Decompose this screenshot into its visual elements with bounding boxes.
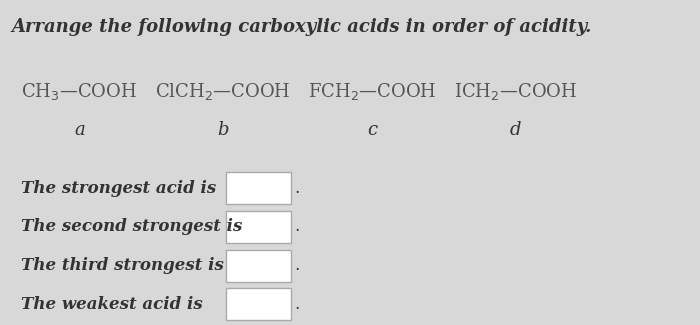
Text: .: . [295, 296, 300, 313]
Text: .: . [295, 180, 300, 197]
Text: ClCH$_2$—COOH: ClCH$_2$—COOH [155, 81, 290, 102]
Text: ICH$_2$—COOH: ICH$_2$—COOH [454, 81, 578, 102]
Text: The weakest acid is: The weakest acid is [21, 296, 203, 313]
FancyBboxPatch shape [226, 288, 291, 320]
Text: The third strongest is: The third strongest is [21, 257, 224, 274]
Text: c: c [368, 121, 377, 139]
Text: a: a [74, 121, 85, 139]
FancyBboxPatch shape [226, 250, 291, 282]
Text: The strongest acid is: The strongest acid is [21, 180, 216, 197]
Text: FCH$_2$—COOH: FCH$_2$—COOH [308, 81, 437, 102]
Text: .: . [295, 218, 300, 235]
Text: d: d [510, 121, 522, 139]
FancyBboxPatch shape [226, 211, 291, 243]
Text: .: . [295, 257, 300, 274]
Text: Arrange the following carboxylic acids in order of acidity.: Arrange the following carboxylic acids i… [11, 18, 592, 35]
Text: The second strongest is: The second strongest is [21, 218, 242, 235]
FancyBboxPatch shape [226, 172, 291, 204]
Text: CH$_3$—COOH: CH$_3$—COOH [22, 81, 138, 102]
Text: b: b [217, 121, 229, 139]
